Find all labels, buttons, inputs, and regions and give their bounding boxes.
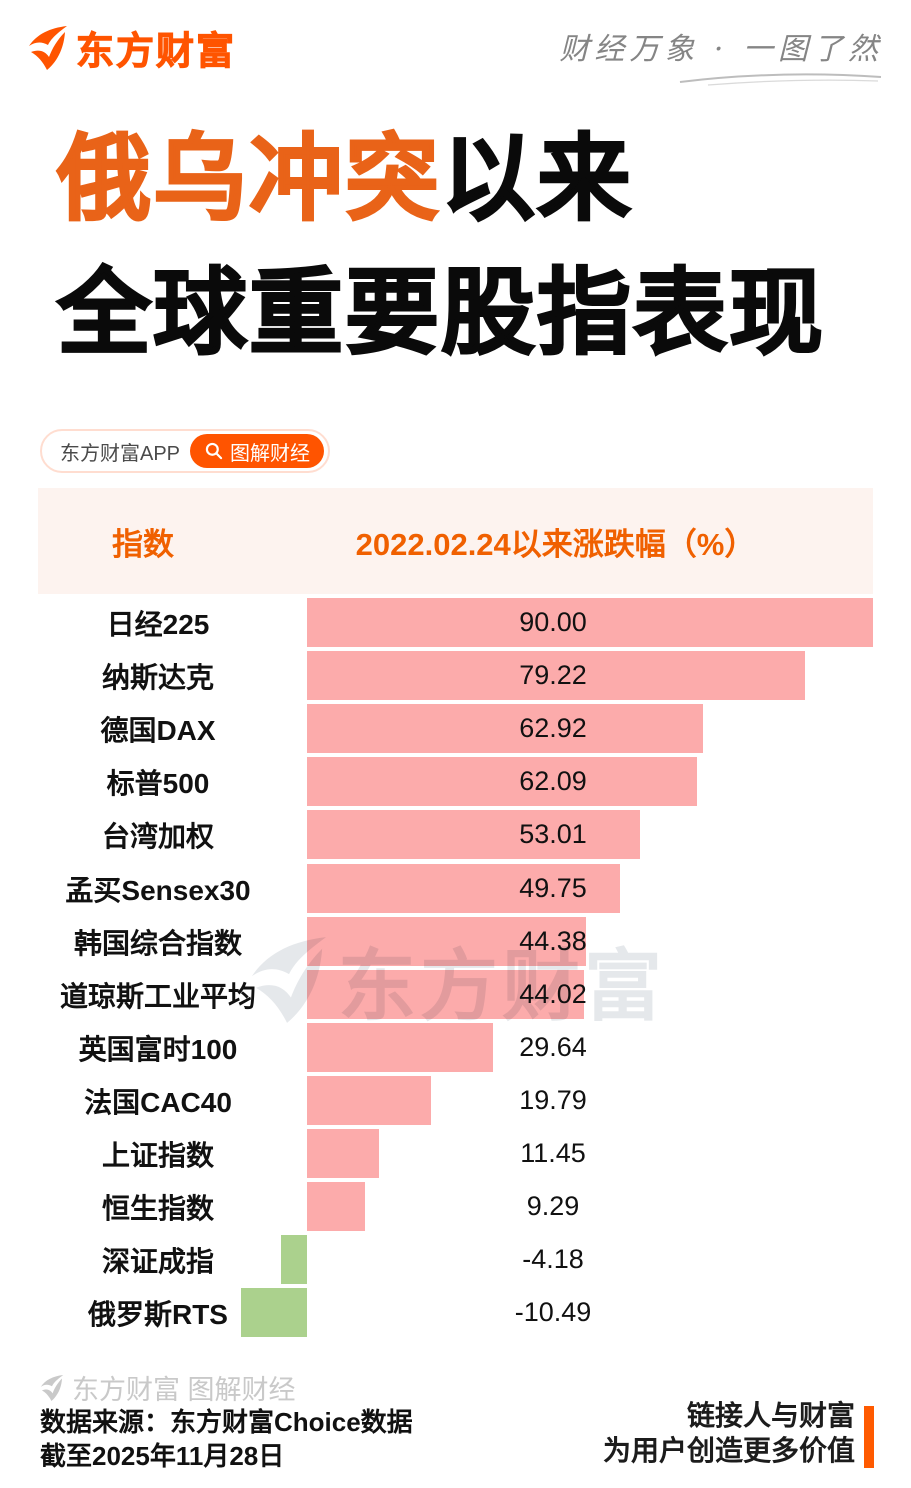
chart-row: 日经225 90.00 (38, 596, 911, 649)
column-header-change: 2022.02.24以来涨跌幅（%） (355, 526, 756, 562)
footer-brand-text: 东方财富 图解财经 (72, 1375, 296, 1405)
chart-row: 台湾加权 53.01 (38, 808, 911, 861)
title-highlight: 俄乌冲突 (56, 125, 442, 232)
change-value: 19.79 (519, 1085, 587, 1115)
footer-swoosh-icon (40, 1374, 64, 1401)
title-line2: 全球重要股指表现 (56, 259, 826, 366)
chart-row: 英国富时100 29.64 (38, 1021, 911, 1074)
chart-row: 德国DAX 62.92 (38, 702, 911, 755)
chart-row: 法国CAC40 19.79 (38, 1074, 911, 1127)
index-label: 英国富时100 (78, 1033, 238, 1065)
change-value: 44.38 (519, 926, 587, 956)
index-label: 恒生指数 (101, 1192, 214, 1224)
tagline-text: 财经万象 · 一图了然 (559, 32, 883, 67)
bar-positive (307, 864, 620, 913)
eastmoney-logo: 东方财富 (28, 20, 236, 75)
title-line1-rest: 以来 (440, 125, 634, 232)
change-value: 11.45 (520, 1138, 586, 1168)
index-label: 台湾加权 (101, 820, 214, 852)
data-cutoff-line: 截至2025年11月28日 (40, 1441, 285, 1471)
index-label: 俄罗斯RTS (87, 1298, 228, 1330)
chart-row: 韩国综合指数 44.38 (38, 915, 911, 968)
table-header: 指数 2022.02.24以来涨跌幅（%） (38, 488, 873, 594)
search-button[interactable]: 图解财经 (190, 434, 325, 468)
change-value: 62.09 (519, 766, 587, 796)
change-value: -10.49 (514, 1297, 592, 1327)
tagline-underline-swoosh (679, 73, 882, 86)
change-value: 44.02 (519, 979, 587, 1009)
index-label: 纳斯达克 (101, 661, 214, 693)
chart-row: 纳斯达克 79.22 (38, 649, 911, 702)
chart-row: 标普500 62.09 (38, 755, 911, 808)
change-value: 79.22 (519, 660, 587, 690)
chart-row: 深证成指 -4.18 (38, 1233, 911, 1286)
chart-row: 俄罗斯RTS -10.49 (38, 1286, 911, 1339)
bar-negative (281, 1235, 307, 1284)
search-button-label: 图解财经 (230, 442, 311, 465)
change-value: 49.75 (519, 873, 587, 903)
tagline-block: 财经万象 · 一图了然 (559, 24, 883, 86)
change-value: 53.01 (519, 819, 587, 849)
index-label: 上证指数 (101, 1139, 214, 1171)
bar-positive (307, 810, 640, 859)
chart-row: 恒生指数 9.29 (38, 1180, 911, 1233)
bar-positive (307, 651, 805, 700)
index-label: 标普500 (106, 767, 210, 799)
bar-positive (307, 1129, 379, 1178)
eastmoney-swoosh-icon (29, 25, 67, 70)
bar-positive (307, 704, 703, 753)
change-value: 62.92 (519, 713, 587, 743)
change-value: 9.29 (526, 1191, 580, 1221)
bar-positive (307, 757, 697, 806)
index-label: 日经225 (106, 608, 210, 640)
bar-negative (241, 1288, 307, 1337)
chart-row: 孟买Sensex30 49.75 (38, 862, 911, 915)
search-icon (205, 442, 223, 460)
change-value: -4.18 (522, 1244, 584, 1274)
index-label: 孟买Sensex30 (65, 874, 251, 906)
logo-text: 东方财富 (75, 31, 237, 74)
page-title: 俄乌冲突以来 全球重要股指表现 (56, 112, 826, 380)
bar-positive (307, 1076, 431, 1125)
slogan-line2: 为用户创造更多价值 (602, 1435, 855, 1466)
change-value: 29.64 (519, 1032, 587, 1062)
chart-row: 上证指数 11.45 (38, 1127, 911, 1180)
bar-positive (307, 917, 586, 966)
app-badge: 东方财富APP 图解财经 (40, 429, 331, 473)
slogan-accent-bar (864, 1406, 874, 1468)
slogan-block: 链接人与财富 为用户创造更多价值 (603, 1398, 855, 1468)
title-line1: 俄乌冲突以来 (56, 112, 825, 246)
index-label: 德国DAX (100, 714, 216, 746)
index-label: 深证成指 (101, 1245, 214, 1277)
bar-positive (307, 1023, 493, 1072)
bar-positive (307, 1182, 365, 1231)
column-header-index: 指数 (112, 526, 174, 562)
change-value: 90.00 (519, 607, 587, 637)
bar-positive (307, 970, 584, 1019)
footer-brand-line: 东方财富 图解财经 (40, 1368, 296, 1407)
index-label: 道琼斯工业平均 (59, 980, 256, 1012)
data-source-line: 数据来源：东方财富Choice数据 (40, 1407, 413, 1437)
index-label: 韩国综合指数 (73, 927, 242, 959)
bar-positive (307, 598, 873, 647)
index-label: 法国CAC40 (84, 1086, 232, 1118)
chart-rows: 日经225 90.00 纳斯达克 79.22 德国DAX 62.92 标普500 62.09 台… (38, 596, 911, 1340)
app-name-label: 东方财富APP (60, 442, 181, 465)
slogan-line1: 链接人与财富 (686, 1400, 855, 1431)
chart-row: 道琼斯工业平均 44.02 (38, 968, 911, 1021)
